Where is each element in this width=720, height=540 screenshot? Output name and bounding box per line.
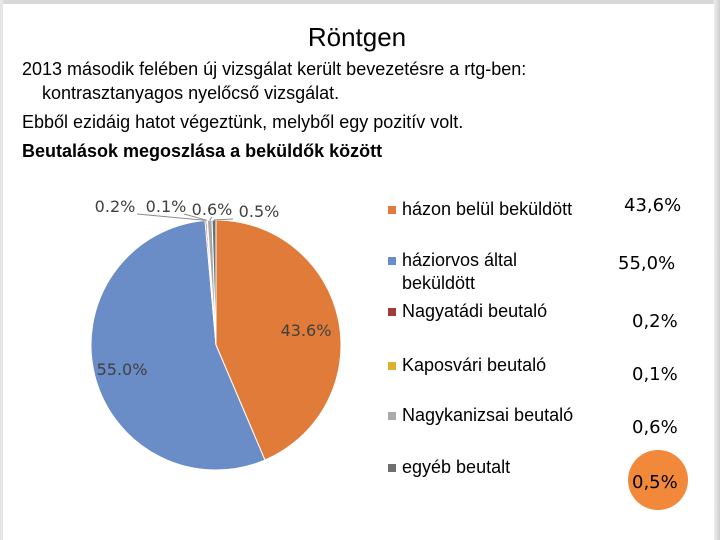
data-label-nagykanizsai: 0.6% bbox=[192, 200, 233, 219]
leader-line-kaposvari bbox=[183, 213, 208, 221]
intro-line-2: kontrasztanyagos nyelőcső vizsgálat. bbox=[42, 83, 340, 103]
data-label-hazon-belul: 43.6% bbox=[281, 321, 332, 340]
pie-slice-hazon-belul bbox=[215, 219, 342, 461]
intro-line-3: Ebből ezidáig hatot végeztünk, melyből e… bbox=[22, 112, 464, 132]
slide-right-border bbox=[714, 0, 720, 540]
data-label-kaposvari: 0.1% bbox=[146, 197, 187, 216]
legend-label: Kaposvári beutaló bbox=[402, 355, 547, 375]
legend-label: Nagyatádi beutaló bbox=[402, 301, 548, 321]
side-value-haziorvos: 55,0% bbox=[618, 253, 676, 274]
intro-line-1: 2013 második felében új vizsgálat került… bbox=[22, 59, 527, 79]
legend-swatch bbox=[388, 464, 396, 472]
leader-line-nagyatadi bbox=[136, 213, 206, 221]
legend-swatch bbox=[388, 308, 396, 316]
data-label-egyeb: 0.5% bbox=[239, 202, 280, 221]
side-value-nagykanizsai: 0,6% bbox=[632, 417, 678, 438]
legend-swatch bbox=[388, 257, 396, 265]
legend-label: Nagykanizsai beutaló bbox=[402, 405, 574, 425]
legend-swatch bbox=[388, 412, 396, 420]
data-label-nagyatadi: 0.2% bbox=[95, 197, 136, 216]
legend-swatch bbox=[388, 206, 396, 214]
side-value-kaposvari: 0,1% bbox=[632, 364, 678, 385]
leader-line-nagykanizsai bbox=[209, 216, 213, 221]
slide-title: Röntgen bbox=[307, 22, 407, 52]
side-value-egyeb: 0,5% bbox=[632, 472, 678, 493]
slide-top-border bbox=[0, 0, 720, 4]
side-value-hazon-belul: 43,6% bbox=[624, 195, 682, 216]
legend-label: házon belül beküldött bbox=[402, 199, 573, 219]
legend-label: háziorvos által beküldött bbox=[402, 250, 518, 293]
pie-slice-haziorvos bbox=[90, 219, 266, 471]
legend-swatch bbox=[388, 362, 396, 370]
side-value-nagyatadi: 0,2% bbox=[632, 311, 678, 332]
legend-label: egyéb beutalt bbox=[402, 457, 511, 477]
slide-left-border bbox=[0, 0, 3, 540]
orange-circle-decoration bbox=[628, 450, 688, 510]
chart-heading: Beutalások megoszlása a beküldők között bbox=[22, 141, 383, 161]
data-label-haziorvos: 55.0% bbox=[97, 360, 148, 379]
leader-line-egyeb bbox=[214, 218, 234, 221]
